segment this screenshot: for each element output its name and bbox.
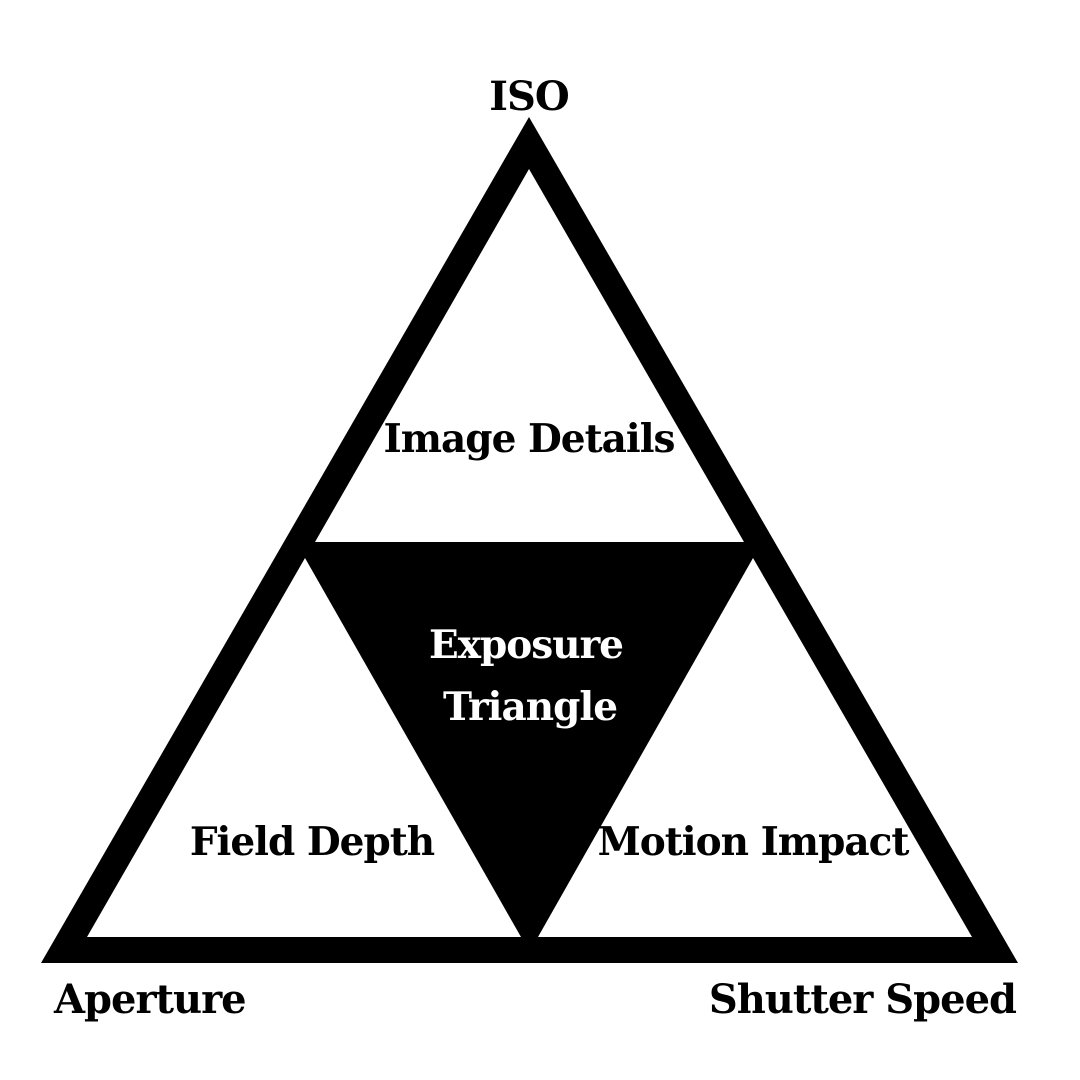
- vertex-label-aperture: Aperture: [53, 976, 246, 1023]
- region-label-motion-impact: Motion Impact: [598, 819, 910, 865]
- region-label-image-details: Image Details: [384, 416, 675, 462]
- bottom-right-region-motion-impact: [538, 558, 972, 937]
- center-label-line-triangle: Triangle: [443, 684, 617, 730]
- center-label-line-exposure: Exposure: [429, 622, 623, 668]
- vertex-label-shutter-speed: Shutter Speed: [709, 976, 1017, 1023]
- top-region-image-details: [315, 169, 744, 542]
- bottom-left-region-field-depth: [87, 558, 521, 937]
- region-label-field-depth: Field Depth: [190, 819, 435, 865]
- vertex-label-iso: ISO: [489, 73, 569, 120]
